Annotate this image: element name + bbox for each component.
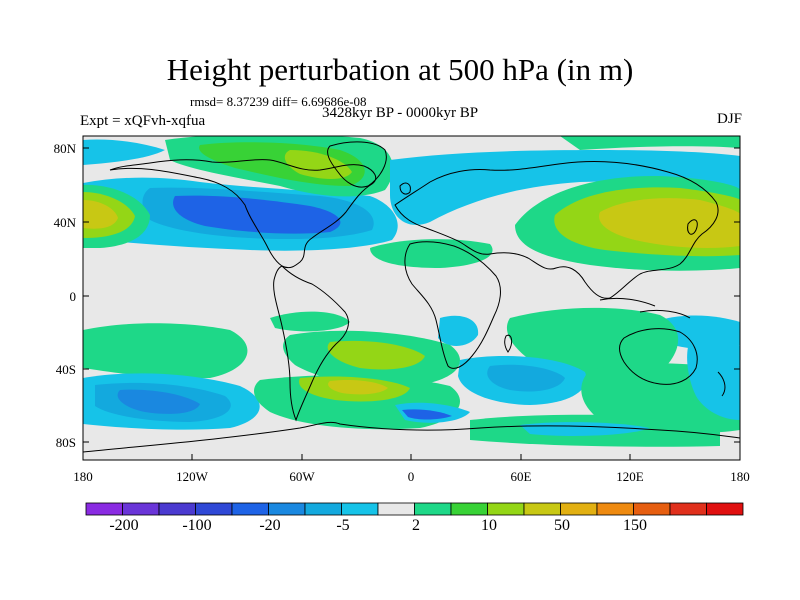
coastlines bbox=[83, 141, 740, 453]
colorbar-label: -5 bbox=[336, 517, 350, 534]
colorbar bbox=[85, 502, 744, 516]
contour-eurasia-negative bbox=[390, 150, 740, 225]
colorbar-label: -20 bbox=[259, 517, 281, 534]
colorbar-label: -100 bbox=[182, 517, 212, 534]
lat-tick-label: 80N bbox=[53, 141, 76, 156]
colorbar-box bbox=[231, 502, 269, 516]
experiment-label: Expt = xQFvh-xqfua bbox=[80, 113, 206, 129]
contour-nh-negative-core bbox=[173, 195, 341, 234]
colorbar-box bbox=[523, 502, 561, 516]
lon-tick-label: 180 bbox=[730, 469, 750, 484]
colorbar-label: 150 bbox=[623, 517, 647, 534]
map-title: Height perturbation at 500 hPa (in m) bbox=[166, 52, 634, 87]
colorbar-box bbox=[560, 502, 598, 516]
coast-new-zealand bbox=[717, 371, 726, 397]
map-field bbox=[83, 136, 740, 460]
colorbar-label: -200 bbox=[109, 517, 139, 534]
colorbar-box bbox=[122, 502, 160, 516]
colorbar-box bbox=[304, 502, 342, 516]
colorbar-box bbox=[195, 502, 233, 516]
lon-tick-label: 180 bbox=[73, 469, 93, 484]
contour-asia-positive-core bbox=[599, 198, 740, 248]
coast-uk bbox=[399, 182, 411, 195]
colorbar-box bbox=[669, 502, 707, 516]
lon-tick-label: 0 bbox=[407, 469, 415, 484]
contour-sa-positive-core bbox=[327, 340, 425, 370]
contour-pacific-tropic bbox=[83, 323, 248, 379]
coast-antarctica bbox=[83, 421, 740, 453]
lat-tick-label: 80S bbox=[55, 435, 76, 450]
contour-sh-indian-negative-core bbox=[487, 364, 565, 392]
coast-north-america bbox=[109, 159, 377, 269]
contour-tropic-negative bbox=[438, 315, 479, 346]
map-ticks bbox=[82, 147, 741, 460]
contour-sa-tropic bbox=[270, 311, 350, 332]
contour-antarctic-negative-core bbox=[402, 409, 452, 420]
coast-south-america bbox=[273, 265, 349, 422]
contour-sh-east-negative bbox=[687, 339, 740, 420]
contour-sh-atlantic-core bbox=[328, 379, 388, 395]
colorbar-label: 10 bbox=[481, 517, 497, 534]
colorbar-box bbox=[377, 502, 415, 516]
colorbar-box bbox=[633, 502, 671, 516]
lon-tick-label: 120E bbox=[616, 469, 644, 484]
contour-westpac-positive-core bbox=[83, 200, 118, 229]
colorbar-box bbox=[158, 502, 196, 516]
coast-japan bbox=[687, 219, 698, 235]
season-label: DJF bbox=[716, 111, 742, 127]
contour-arctic-strip bbox=[83, 139, 165, 165]
lon-tick-label: 60W bbox=[289, 469, 315, 484]
colorbar-box bbox=[450, 502, 488, 516]
contour-sh-negative-pacific-core bbox=[117, 389, 200, 414]
lon-tick-label: 120W bbox=[176, 469, 208, 484]
colorbar-box bbox=[85, 502, 123, 516]
coast-africa bbox=[404, 241, 501, 369]
coast-australia bbox=[619, 328, 698, 385]
contour-atlantic-positive bbox=[370, 239, 493, 268]
lat-tick-label: 0 bbox=[69, 289, 77, 304]
lon-tick-label: 60E bbox=[510, 469, 532, 484]
colorbar-label: 50 bbox=[554, 517, 570, 534]
colorbar-box bbox=[268, 502, 306, 516]
coast-greenland bbox=[327, 141, 387, 188]
colorbar-box bbox=[596, 502, 634, 516]
contour-arctic-positive-core bbox=[284, 150, 352, 179]
coast-eurasia bbox=[394, 161, 719, 299]
coast-madagascar bbox=[504, 334, 513, 353]
stats-line: rmsd= 8.37239 diff= 6.69686e-08 bbox=[190, 94, 367, 109]
colorbar-label: 2 bbox=[412, 517, 420, 534]
colorbar-box bbox=[341, 502, 379, 516]
coast-indonesia bbox=[599, 297, 691, 319]
lat-tick-label: 40S bbox=[55, 362, 76, 377]
colorbar-box bbox=[414, 502, 452, 516]
lat-tick-label: 40N bbox=[53, 215, 76, 230]
colorbar-box bbox=[487, 502, 525, 516]
contour-arctic-east bbox=[560, 136, 740, 150]
contour-tropic-negative-east bbox=[660, 315, 740, 350]
colorbar-box bbox=[706, 502, 744, 516]
period-label: 3428kyr BP - 0000kyr BP bbox=[322, 105, 479, 121]
